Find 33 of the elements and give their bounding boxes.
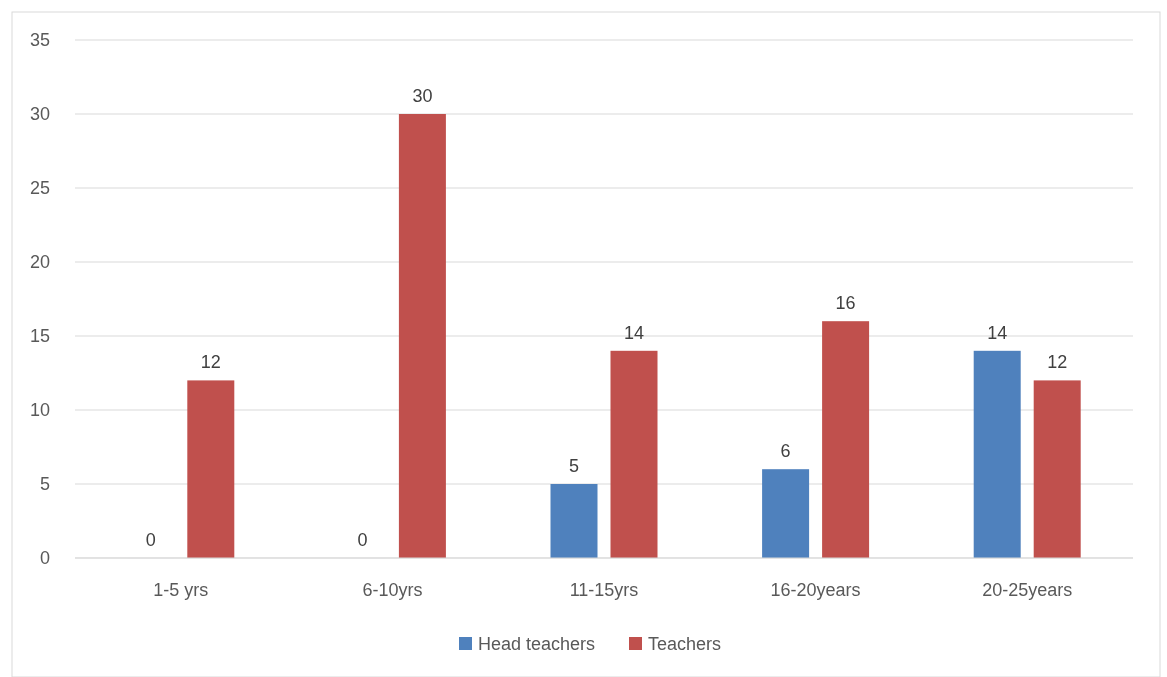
- y-tick-label: 30: [29, 104, 50, 125]
- bar: [550, 484, 598, 558]
- data-label: 14: [623, 322, 645, 343]
- data-label: 30: [412, 86, 433, 106]
- bar: [822, 321, 870, 558]
- data-label: 0: [357, 530, 368, 550]
- data-label: 14: [987, 322, 1008, 343]
- y-tick-label: 10: [29, 400, 50, 421]
- data-label: 16: [835, 293, 856, 314]
- bar: [1033, 380, 1081, 558]
- y-tick-label: 5: [39, 474, 50, 495]
- data-label: 12: [200, 352, 221, 373]
- data-label: 12: [1047, 352, 1068, 373]
- x-tick-label: 11-15yrs: [569, 580, 639, 600]
- y-tick-label: 15: [29, 326, 50, 347]
- data-label: 0: [145, 530, 156, 550]
- x-tick-label: 16-20years: [770, 580, 861, 600]
- bar: [398, 114, 446, 558]
- legend-label: Teachers: [648, 634, 722, 655]
- bar: [187, 380, 235, 558]
- y-tick-label: 20: [29, 252, 50, 273]
- bar: [610, 350, 658, 558]
- bar: [973, 350, 1021, 558]
- x-tick-label: 6-10yrs: [362, 580, 423, 600]
- y-tick-label: 35: [29, 30, 50, 51]
- data-label: 5: [568, 456, 580, 476]
- x-tick-label: 1-5 yrs: [153, 580, 209, 600]
- data-label: 6: [780, 441, 791, 462]
- bar: [762, 469, 810, 558]
- y-tick-label: 0: [39, 548, 50, 569]
- x-tick-label: 20-25years: [982, 580, 1073, 600]
- legend-label: Head teachers: [478, 634, 596, 655]
- y-tick-label: 25: [29, 178, 50, 199]
